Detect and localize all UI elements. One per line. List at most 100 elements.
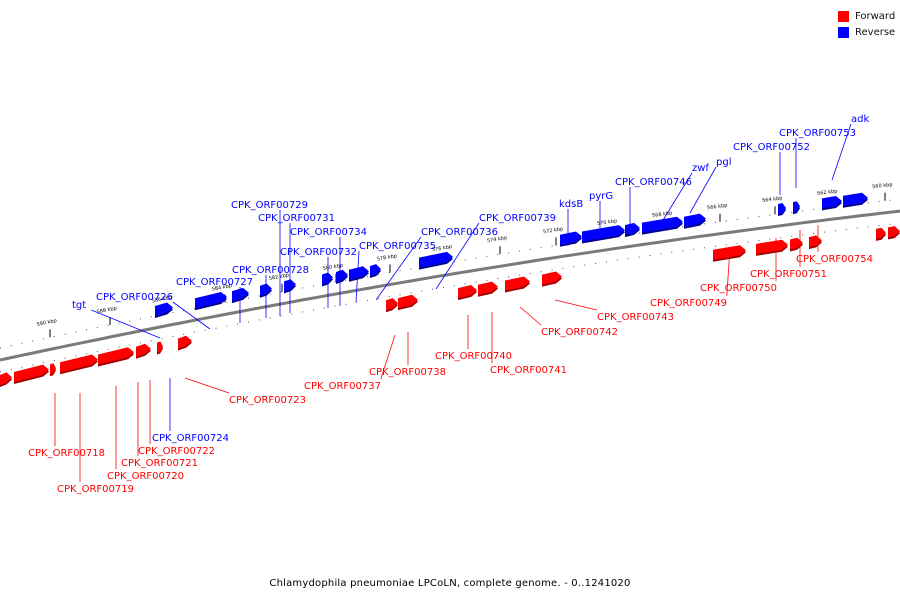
- gene-label-adk[interactable]: adk: [851, 114, 869, 125]
- gene-label-tgt[interactable]: tgt: [72, 300, 86, 311]
- gene-label-cpk-orf00728[interactable]: CPK_ORF00728: [232, 265, 309, 276]
- forward-gene[interactable]: [876, 227, 886, 241]
- gene-label-pyrg[interactable]: pyrG: [589, 191, 613, 202]
- tick-label: 586 kbp: [151, 295, 172, 305]
- gene-label-cpk-orf00734[interactable]: CPK_ORF00734: [290, 227, 367, 238]
- forward-gene[interactable]: [756, 239, 788, 256]
- reverse-gene[interactable]: [232, 287, 249, 304]
- gene-label-cpk-orf00723[interactable]: CPK_ORF00723: [229, 395, 306, 406]
- reverse-gene[interactable]: [419, 251, 453, 270]
- forward-gene[interactable]: [14, 364, 49, 384]
- gene-label-cpk-orf00750[interactable]: CPK_ORF00750: [700, 283, 777, 294]
- forward-gene[interactable]: [0, 372, 12, 387]
- reverse-gene[interactable]: [843, 192, 868, 208]
- reverse-gene[interactable]: [349, 266, 369, 282]
- reverse-gene[interactable]: [370, 264, 381, 278]
- forward-leader-line: [519, 306, 542, 326]
- gene-label-cpk-orf00722[interactable]: CPK_ORF00722: [138, 446, 215, 457]
- gene-label-cpk-orf00737[interactable]: CPK_ORF00737: [304, 381, 381, 392]
- forward-gene[interactable]: [888, 226, 900, 240]
- forward-gene[interactable]: [157, 341, 163, 355]
- gene-label-cpk-orf00751[interactable]: CPK_ORF00751: [750, 269, 827, 280]
- gene-label-cpk-orf00746[interactable]: CPK_ORF00746: [615, 177, 692, 188]
- gene-label-cpk-orf00749[interactable]: CPK_ORF00749: [650, 298, 727, 309]
- gene-label-cpk-orf00720[interactable]: CPK_ORF00720: [107, 471, 184, 482]
- forward-gene[interactable]: [50, 363, 56, 377]
- reverse-gene[interactable]: [684, 213, 706, 229]
- gene-features: [0, 192, 900, 387]
- gene-label-cpk-orf00754[interactable]: CPK_ORF00754: [796, 254, 873, 265]
- gene-label-cpk-orf00738[interactable]: CPK_ORF00738: [369, 367, 446, 378]
- reverse-gene[interactable]: [582, 225, 625, 244]
- forward-leader-line: [184, 377, 230, 394]
- gene-label-cpk-orf00718[interactable]: CPK_ORF00718: [28, 448, 105, 459]
- forward-gene[interactable]: [542, 271, 562, 287]
- tick-label: 588 kbp: [96, 306, 117, 316]
- gene-body: [642, 216, 683, 233]
- forward-leader-line: [380, 334, 396, 380]
- forward-gene[interactable]: [136, 343, 151, 359]
- forward-gene[interactable]: [398, 294, 418, 311]
- forward-gene[interactable]: [809, 235, 822, 250]
- forward-gene[interactable]: [790, 237, 803, 252]
- tick-label: 572 kbp: [543, 226, 564, 235]
- gene-label-cpk-orf00740[interactable]: CPK_ORF00740: [435, 351, 512, 362]
- tick-label: 560 kbp: [872, 182, 893, 190]
- gene-body: [50, 363, 56, 375]
- gene-label-cpk-orf00743[interactable]: CPK_ORF00743: [597, 312, 674, 323]
- gene-label-cpk-orf00741[interactable]: CPK_ORF00741: [490, 365, 567, 376]
- gene-label-cpk-orf00742[interactable]: CPK_ORF00742: [541, 327, 618, 338]
- forward-gene[interactable]: [478, 281, 498, 297]
- tick-label: 584 kbp: [211, 283, 232, 293]
- reverse-gene[interactable]: [642, 216, 683, 235]
- gene-body: [155, 302, 173, 316]
- forward-gene[interactable]: [458, 285, 477, 301]
- gene-label-cpk-orf00732[interactable]: CPK_ORF00732: [280, 247, 357, 258]
- forward-gene[interactable]: [60, 354, 98, 375]
- gene-label-cpk-orf00726[interactable]: CPK_ORF00726: [96, 292, 173, 303]
- reverse-gene[interactable]: [560, 231, 582, 247]
- gene-body: [843, 192, 868, 206]
- reverse-gene[interactable]: [778, 203, 786, 216]
- forward-gene[interactable]: [178, 335, 192, 351]
- gene-body: [625, 222, 640, 236]
- reverse-gene[interactable]: [155, 302, 173, 319]
- gene-label-cpk-orf00724[interactable]: CPK_ORF00724: [152, 433, 229, 444]
- gene-label-kdsb[interactable]: kdsB: [559, 199, 583, 210]
- gene-label-cpk-orf00727[interactable]: CPK_ORF00727: [176, 277, 253, 288]
- reverse-gene[interactable]: [195, 292, 227, 311]
- reverse-leader-line: [91, 309, 161, 339]
- gene-label-cpk-orf00753[interactable]: CPK_ORF00753: [779, 128, 856, 139]
- reverse-gene[interactable]: [322, 272, 333, 287]
- gene-label-cpk-orf00731[interactable]: CPK_ORF00731: [258, 213, 335, 224]
- gene-label-pgl[interactable]: pgl: [716, 157, 731, 168]
- forward-gene[interactable]: [386, 298, 398, 313]
- forward-gene[interactable]: [98, 347, 134, 367]
- gene-body: [888, 226, 900, 238]
- reverse-swatch: [838, 26, 849, 38]
- gene-body: [349, 266, 369, 280]
- reverse-gene[interactable]: [793, 201, 800, 215]
- tick-label: 582 kbp: [268, 272, 289, 282]
- gene-label-zwf[interactable]: zwf: [692, 163, 709, 174]
- gene-label-cpk-orf00735[interactable]: CPK_ORF00735: [359, 241, 436, 252]
- gene-label-cpk-orf00729[interactable]: CPK_ORF00729: [231, 200, 308, 211]
- reverse-gene[interactable]: [625, 222, 640, 238]
- forward-gene[interactable]: [505, 276, 530, 293]
- gene-label-cpk-orf00739[interactable]: CPK_ORF00739: [479, 213, 556, 224]
- tick-label: 576 kbp: [432, 244, 453, 253]
- gene-body: [336, 269, 348, 282]
- legend-item-reverse: Reverse: [838, 24, 895, 40]
- gene-label-cpk-orf00752[interactable]: CPK_ORF00752: [733, 142, 810, 153]
- tick-label: 562 kbp: [817, 188, 838, 196]
- gene-label-cpk-orf00721[interactable]: CPK_ORF00721: [121, 458, 198, 469]
- gene-label-cpk-orf00736[interactable]: CPK_ORF00736: [421, 227, 498, 238]
- scale-ticks: 590 kbp 588 kbp 586 kbp 584 kbp 582 kbp 580 k…: [36, 182, 893, 338]
- gene-body: [560, 231, 582, 245]
- forward-leader-line: [554, 299, 598, 311]
- legend: Forward Reverse: [838, 8, 895, 40]
- gene-label-cpk-orf00719[interactable]: CPK_ORF00719: [57, 484, 134, 495]
- reverse-gene[interactable]: [822, 196, 842, 211]
- reverse-gene[interactable]: [336, 269, 348, 284]
